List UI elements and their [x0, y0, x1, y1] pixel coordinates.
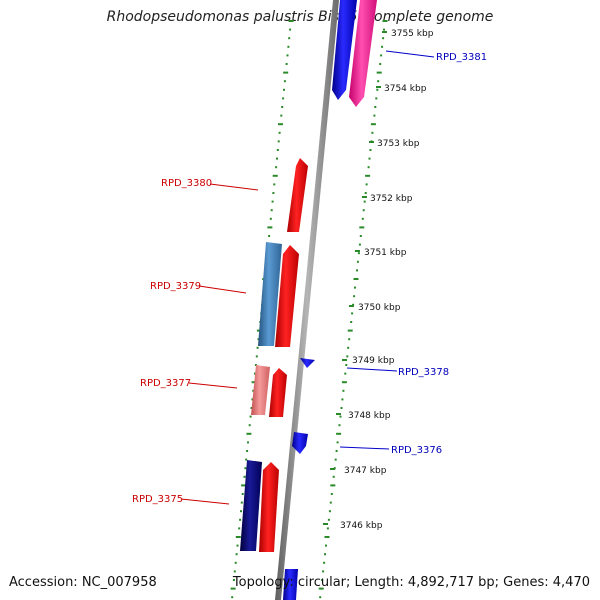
forward-strand-genes — [283, 0, 377, 600]
scale-ticks: 3755 kbp 3754 kbp 3753 kbp 3752 kbp 3751… — [323, 29, 434, 531]
accession-text: Accession: NC_007958 — [9, 575, 157, 590]
gene-forward-bottom-blue — [283, 569, 298, 600]
genome-backbone — [275, 0, 339, 600]
gene-rpd-3379[interactable] — [275, 245, 299, 347]
reverse-gene-labels: RPD_3380 RPD_3379 RPD_3377 RPD_3375 — [132, 178, 259, 505]
gene-rpd-3381[interactable] — [349, 0, 377, 107]
gene-label-rpd-3376[interactable]: RPD_3376 — [391, 445, 442, 456]
gene-rpd-3375-navy[interactable] — [240, 460, 262, 551]
tick-label: 3748 kbp — [348, 411, 391, 421]
gene-rpd-3375[interactable] — [259, 462, 279, 552]
gene-rpd-3379-steel[interactable] — [258, 242, 282, 346]
gene-label-rpd-3380[interactable]: RPD_3380 — [161, 178, 212, 189]
gene-rpd-3376[interactable] — [292, 432, 308, 454]
gene-label-rpd-3377[interactable]: RPD_3377 — [140, 378, 191, 389]
tick-label: 3752 kbp — [370, 194, 413, 204]
tick-label: 3755 kbp — [391, 29, 434, 39]
tick-label: 3749 kbp — [352, 356, 395, 366]
tick-label: 3747 kbp — [344, 466, 387, 476]
gene-label-rpd-3378[interactable]: RPD_3378 — [398, 367, 449, 378]
map-title: Rhodopseudomonas palustris BisB5, comple… — [106, 9, 494, 25]
gene-rpd-3380[interactable] — [287, 158, 308, 232]
gene-label-rpd-3375[interactable]: RPD_3375 — [132, 494, 183, 505]
tick-label: 3753 kbp — [377, 139, 420, 149]
grid-ring-outer-right — [318, 20, 388, 599]
tick-label: 3751 kbp — [364, 248, 407, 258]
gene-rpd-3378[interactable] — [300, 358, 315, 368]
tick-label: 3746 kbp — [340, 521, 383, 531]
tick-label: 3754 kbp — [384, 84, 427, 94]
tick-label: 3750 kbp — [358, 303, 401, 313]
gene-label-rpd-3379[interactable]: RPD_3379 — [150, 281, 201, 292]
reverse-strand-genes — [240, 158, 308, 552]
gene-forward-top-blue — [332, 0, 357, 100]
genome-summary: Topology: circular; Length: 4,892,717 bp… — [232, 575, 590, 590]
gene-rpd-3377-light[interactable] — [251, 365, 270, 415]
gene-rpd-3377[interactable] — [269, 368, 287, 417]
gene-label-rpd-3381[interactable]: RPD_3381 — [436, 52, 487, 63]
forward-gene-labels: RPD_3381 RPD_3378 RPD_3376 — [339, 50, 487, 456]
